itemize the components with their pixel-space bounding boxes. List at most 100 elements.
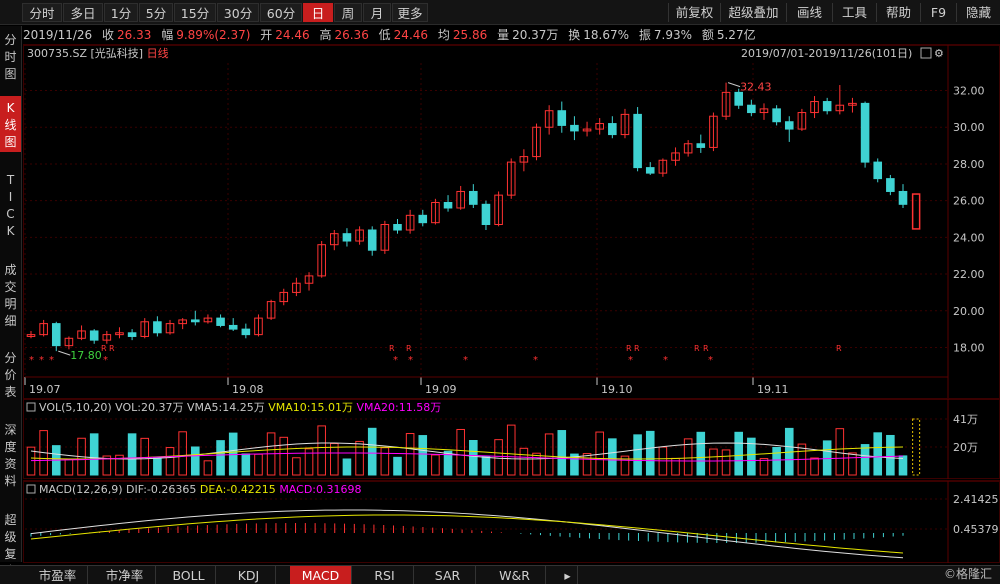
period-button-more[interactable]: 更多	[392, 3, 428, 22]
volume-bar	[292, 457, 301, 476]
sidebar-item-depth[interactable]: 深度资料	[4, 423, 17, 488]
volume-bar	[190, 446, 200, 476]
volume-bar	[153, 457, 162, 476]
candle-body	[595, 123, 604, 130]
price-tick-label: 30.00	[953, 121, 985, 134]
candle-body	[734, 91, 744, 106]
period-button-15min[interactable]: 15分	[174, 3, 216, 22]
volume-chart-svg[interactable]: VOL(5,10,20) VOL:20.37万 VMA5:14.25万 VMA1…	[23, 399, 1000, 479]
period-button-week[interactable]: 周	[334, 3, 362, 22]
candle-body	[658, 159, 668, 174]
volume-bar	[620, 455, 630, 476]
period-button-5min[interactable]: 5分	[139, 3, 173, 22]
volume-bar	[443, 450, 453, 476]
candle-body	[115, 332, 124, 336]
date-tick-label: 19.10	[601, 383, 633, 396]
volume-bar	[822, 440, 832, 476]
macd-tick-label: 2.41425	[953, 493, 999, 506]
candle-body	[304, 275, 314, 284]
tab-pe[interactable]: 市盈率	[28, 566, 88, 584]
volume-bar	[544, 433, 554, 476]
avg-value: 25.86	[452, 28, 488, 42]
candle-body	[759, 108, 769, 114]
vma10-line	[30, 446, 904, 460]
tab-macd[interactable]: MACD	[290, 566, 352, 584]
quote-date: 2019/11/26	[23, 28, 93, 42]
sidebar-item-price-table[interactable]: 分价表	[4, 351, 17, 399]
candle-body	[254, 317, 263, 336]
overlay-button[interactable]: 超级叠加	[720, 3, 786, 22]
volume-bar	[418, 435, 428, 476]
candle-body	[228, 324, 238, 330]
candle-body	[645, 167, 655, 174]
amount-value: 5.27亿	[716, 28, 756, 42]
candle-body	[292, 282, 301, 293]
period-button-30min[interactable]: 30分	[217, 3, 259, 22]
vma20-line	[30, 452, 904, 462]
low-label: 17.80	[70, 349, 102, 362]
date-tick-label: 19.09	[425, 383, 457, 396]
candle-body	[127, 332, 137, 337]
candle-body	[279, 291, 289, 303]
help-button[interactable]: 帮助	[876, 3, 920, 22]
volume-bar	[557, 430, 567, 476]
f9-button[interactable]: F9	[920, 3, 956, 22]
volume-bar	[481, 455, 491, 476]
price-frame	[23, 45, 1000, 399]
tab-sar[interactable]: SAR	[420, 566, 476, 584]
sidebar-item-timeshare[interactable]: 分时图	[4, 33, 17, 81]
volume-bar	[89, 433, 99, 476]
settings-icon: ⚙	[934, 47, 944, 60]
tab-rsi[interactable]: RSI	[356, 566, 414, 584]
kline-price-panel[interactable]: 300735.SZ [光弘科技] 日线 2019/07/01-2019/11/26…	[23, 44, 1000, 399]
candle-body	[190, 319, 200, 323]
event-star: *	[663, 355, 668, 366]
period-button-1min[interactable]: 1分	[104, 3, 138, 22]
kline-chart-svg[interactable]: 300735.SZ [光弘科技] 日线 2019/07/01-2019/11/26…	[23, 45, 1000, 399]
tab-wr[interactable]: W&R	[484, 566, 546, 584]
tab-kdj[interactable]: KDJ	[222, 566, 276, 584]
dif-line	[30, 509, 904, 559]
candle-body	[405, 214, 415, 231]
hide-button[interactable]: 隐藏	[956, 3, 1000, 22]
draw-line-button[interactable]: 画线	[786, 3, 832, 22]
volume-panel[interactable]: VOL(5,10,20) VOL:20.37万 VMA5:14.25万 VMA1…	[23, 398, 1000, 479]
volume-bar	[506, 424, 516, 476]
period-button-multiday[interactable]: 多日	[63, 3, 103, 22]
period-button-minute[interactable]: 分时	[22, 3, 62, 22]
candle-body	[89, 330, 99, 341]
volume-bar	[140, 437, 150, 476]
range-dropdown-icon	[920, 47, 932, 59]
macd-toggle-icon	[26, 484, 36, 494]
candle-body	[102, 334, 112, 341]
candle-body	[64, 337, 74, 347]
candle-body	[342, 233, 352, 242]
period-button-day[interactable]: 日	[303, 3, 333, 22]
period-label: 日线	[147, 46, 169, 60]
volume-bar	[380, 447, 390, 476]
sidebar-item-trade-detail[interactable]: 成交明细	[4, 263, 17, 328]
candle-body	[721, 91, 731, 117]
date-range: 2019/07/01-2019/11/26(101日)	[741, 47, 912, 60]
vma20-label: VMA20:11.58万	[356, 401, 441, 414]
macd-panel[interactable]: MACD(12,26,9) DIF:-0.26365 DEA:-0.42215 …	[23, 480, 1000, 563]
candle-body	[418, 214, 428, 224]
candle-body	[481, 203, 491, 226]
period-button-60min[interactable]: 60分	[260, 3, 302, 22]
volume-bar	[810, 457, 819, 476]
candle-body	[317, 244, 326, 277]
tools-button[interactable]: 工具	[832, 3, 876, 22]
period-button-month[interactable]: 月	[363, 3, 391, 22]
volume-bar	[241, 453, 251, 476]
volume-bar	[254, 453, 263, 476]
adjust-button[interactable]: 前复权	[668, 3, 720, 22]
candle-body	[671, 152, 680, 161]
tabs-more-button[interactable]: ▸	[558, 566, 578, 584]
event-r-mark: R	[836, 344, 842, 353]
tab-boll[interactable]: BOLL	[162, 566, 216, 584]
macd-chart-svg[interactable]: MACD(12,26,9) DIF:-0.26365 DEA:-0.42215 …	[23, 481, 1000, 563]
tab-pb[interactable]: 市净率	[94, 566, 156, 584]
candle-body	[772, 108, 781, 123]
